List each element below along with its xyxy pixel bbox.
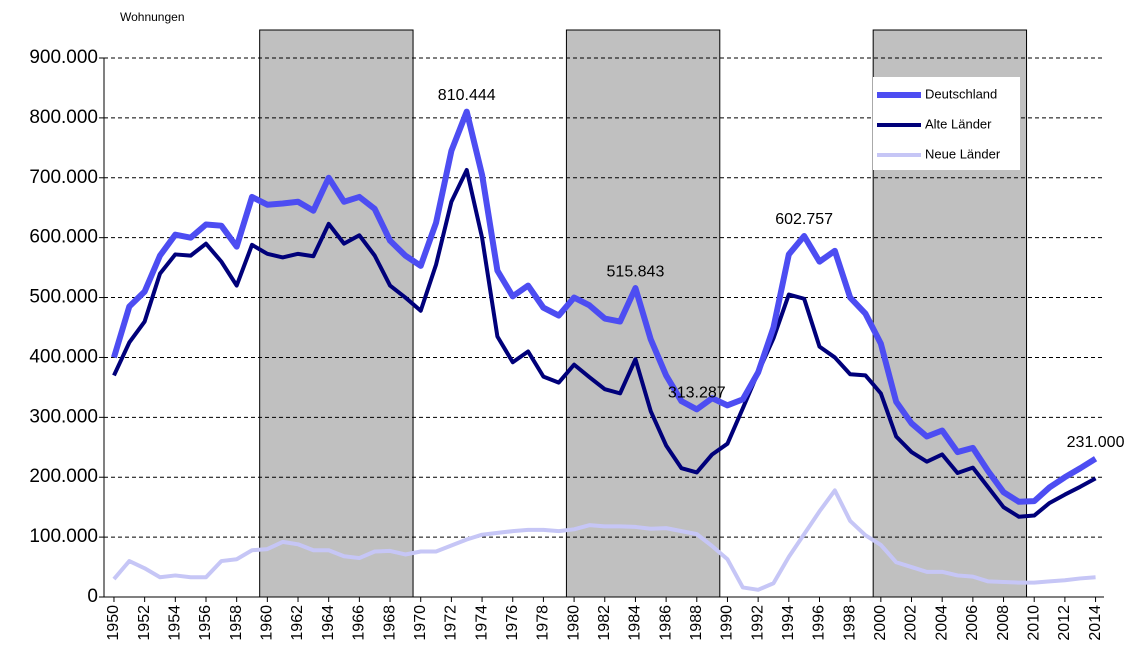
x-tick-label: 1998 (841, 605, 858, 641)
y-tick-label: 700.000 (29, 167, 98, 188)
y-tick-label: 200.000 (29, 466, 98, 487)
data-label: 602.757 (775, 211, 833, 228)
x-tick-label: 1960 (259, 605, 276, 641)
x-tick-label: 1992 (749, 605, 766, 641)
x-tick-label: 1972 (443, 605, 460, 641)
y-tick-label: 500.000 (29, 287, 98, 308)
series-line (112, 167, 1097, 519)
x-tick-label: 2014 (1087, 605, 1104, 641)
x-tick-label: 1996 (811, 605, 828, 641)
x-tick-label: 1980 (565, 605, 582, 641)
data-label: 515.843 (607, 263, 665, 280)
x-tick-label: 2000 (872, 605, 889, 641)
x-tick-label: 1964 (320, 605, 337, 641)
y-tick-label: 0 (87, 586, 98, 607)
x-tick-label: 1990 (719, 605, 736, 641)
y-tick-label: 800.000 (29, 107, 98, 128)
data-label: 810.444 (438, 87, 496, 104)
x-tick-label: 1988 (688, 605, 705, 641)
x-tick-label: 2006 (964, 605, 981, 641)
x-tick-label: 2002 (903, 605, 920, 641)
x-tick-label: 2004 (933, 605, 950, 641)
y-axis-label: Wohnungen (120, 10, 185, 24)
x-tick-label: 1952 (136, 605, 153, 641)
x-tick-label: 1966 (351, 605, 368, 641)
legend-label: Deutschland (925, 86, 997, 101)
shaded-period (259, 29, 414, 598)
data-label: 231.000 (1067, 434, 1125, 451)
x-tick-label: 1954 (167, 605, 184, 641)
y-tick-label: 300.000 (29, 406, 98, 427)
x-tick-label: 1974 (473, 605, 490, 641)
x-tick-label: 1950 (105, 605, 122, 641)
x-tick-label: 2008 (995, 605, 1012, 641)
x-tick-label: 1956 (197, 605, 214, 641)
x-tick-label: 1982 (596, 605, 613, 641)
x-tick-label: 1994 (780, 605, 797, 641)
x-tick-label: 1970 (412, 605, 429, 641)
data-label: 313.287 (668, 385, 726, 402)
y-tick-label: 600.000 (29, 227, 98, 248)
x-tick-label: 2012 (1056, 605, 1073, 641)
x-tick-label: 1978 (535, 605, 552, 641)
y-tick-label: 400.000 (29, 346, 98, 367)
x-tick-label: 2010 (1025, 605, 1042, 641)
series-line (112, 488, 1096, 592)
series-line (111, 108, 1098, 505)
x-tick-label: 1986 (657, 605, 674, 641)
y-tick-label: 900.000 (29, 47, 98, 68)
x-tick-label: 1976 (504, 605, 521, 641)
x-tick-label: 1958 (228, 605, 245, 641)
x-tick-label: 1962 (289, 605, 306, 641)
x-tick-label: 1984 (627, 605, 644, 641)
legend-label: Alte Länder (925, 116, 992, 131)
x-tick-label: 1968 (381, 605, 398, 641)
legend-label: Neue Länder (925, 146, 1001, 161)
y-tick-label: 100.000 (29, 526, 98, 547)
